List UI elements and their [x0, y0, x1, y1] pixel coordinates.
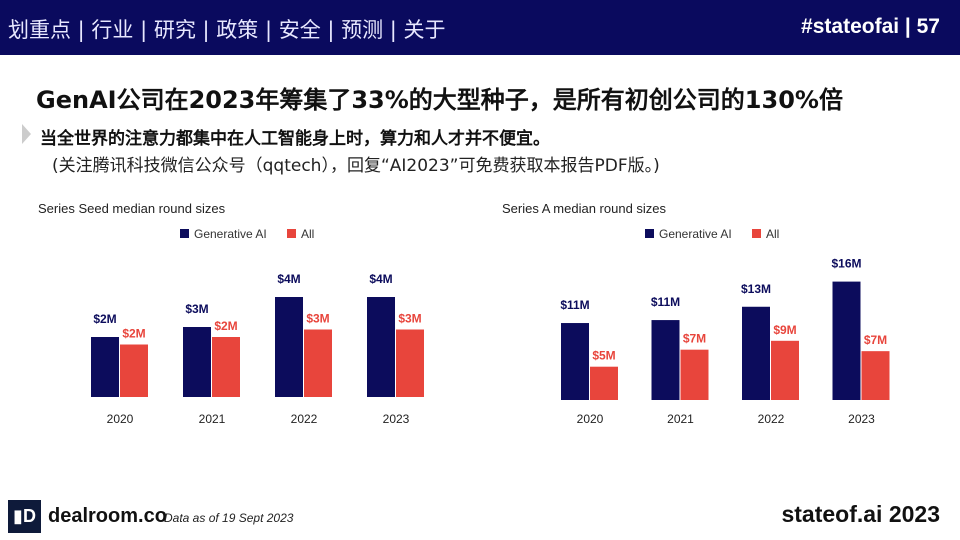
- bullet-arrow-icon: [22, 124, 31, 144]
- x-tick-label: 2023: [383, 412, 410, 426]
- data-label: $2M: [122, 327, 145, 341]
- footer-brand: dealroom.co: [48, 505, 167, 527]
- data-label: $9M: [773, 323, 796, 337]
- bar: [91, 337, 119, 397]
- bar: [396, 329, 424, 397]
- data-label: $13M: [741, 282, 771, 296]
- data-label: $3M: [398, 312, 421, 326]
- bar: [651, 320, 680, 400]
- data-label: $16M: [831, 257, 861, 271]
- header-bar: 划重点 | 行业 | 研究 | 政策 | 安全 | 预测 | 关于 #state…: [0, 0, 960, 55]
- data-label: $4M: [369, 272, 392, 286]
- data-label: $11M: [560, 298, 589, 312]
- subtitle: 当全世界的注意力都集中在人工智能身上时，算力和人才并不便宜。: [40, 129, 550, 149]
- data-label: $4M: [277, 272, 300, 286]
- bar: [212, 337, 240, 397]
- bar: [183, 327, 211, 397]
- data-label: $11M: [651, 295, 680, 309]
- bar: [771, 340, 799, 400]
- x-tick-label: 2021: [199, 412, 226, 426]
- x-tick-label: 2022: [291, 412, 318, 426]
- legend-label: All: [301, 227, 314, 241]
- data-label: $7M: [683, 332, 706, 346]
- slide-tag: #stateofai | 57: [801, 15, 940, 38]
- nav-menu[interactable]: 划重点 | 行业 | 研究 | 政策 | 安全 | 预测 | 关于: [8, 18, 446, 42]
- bar: [275, 297, 303, 397]
- bar: [861, 351, 890, 400]
- bar: [742, 306, 770, 400]
- legend-label: Generative AI: [659, 227, 732, 241]
- footer-note: Data as of 19 Sept 2023: [164, 511, 294, 525]
- x-tick-label: 2021: [667, 412, 694, 426]
- bar: [304, 329, 332, 397]
- chart-title: Series A median round sizes: [502, 201, 667, 216]
- data-label: $2M: [93, 312, 116, 326]
- bar: [590, 366, 618, 400]
- bar: [832, 281, 861, 400]
- footer-source: stateof.ai 2023: [781, 501, 940, 527]
- x-tick-label: 2020: [107, 412, 134, 426]
- legend-swatch: [180, 229, 189, 238]
- chart-title: Series Seed median round sizes: [38, 201, 226, 216]
- legend-swatch: [645, 229, 654, 238]
- bar: [120, 344, 148, 397]
- x-tick-label: 2020: [577, 412, 604, 426]
- data-label: $3M: [306, 312, 329, 326]
- data-label: $2M: [214, 319, 237, 333]
- slide-title: GenAI公司在2023年筹集了33%的大型种子，是所有初创公司的130%倍: [36, 86, 843, 114]
- x-tick-label: 2023: [848, 412, 875, 426]
- legend-label: Generative AI: [194, 227, 267, 241]
- bar: [561, 323, 589, 400]
- note: (关注腾讯科技微信公众号（qqtech），回复“AI2023”可免费获取本报告P…: [52, 156, 660, 176]
- data-label: $3M: [185, 302, 208, 316]
- dealroom-logo: ▮D: [8, 500, 41, 533]
- legend-swatch: [287, 229, 296, 238]
- x-tick-label: 2022: [758, 412, 785, 426]
- legend-swatch: [752, 229, 761, 238]
- data-label: $7M: [864, 333, 887, 347]
- bar: [367, 297, 395, 397]
- data-label: $5M: [592, 349, 615, 363]
- legend-label: All: [766, 227, 779, 241]
- bar: [680, 349, 709, 400]
